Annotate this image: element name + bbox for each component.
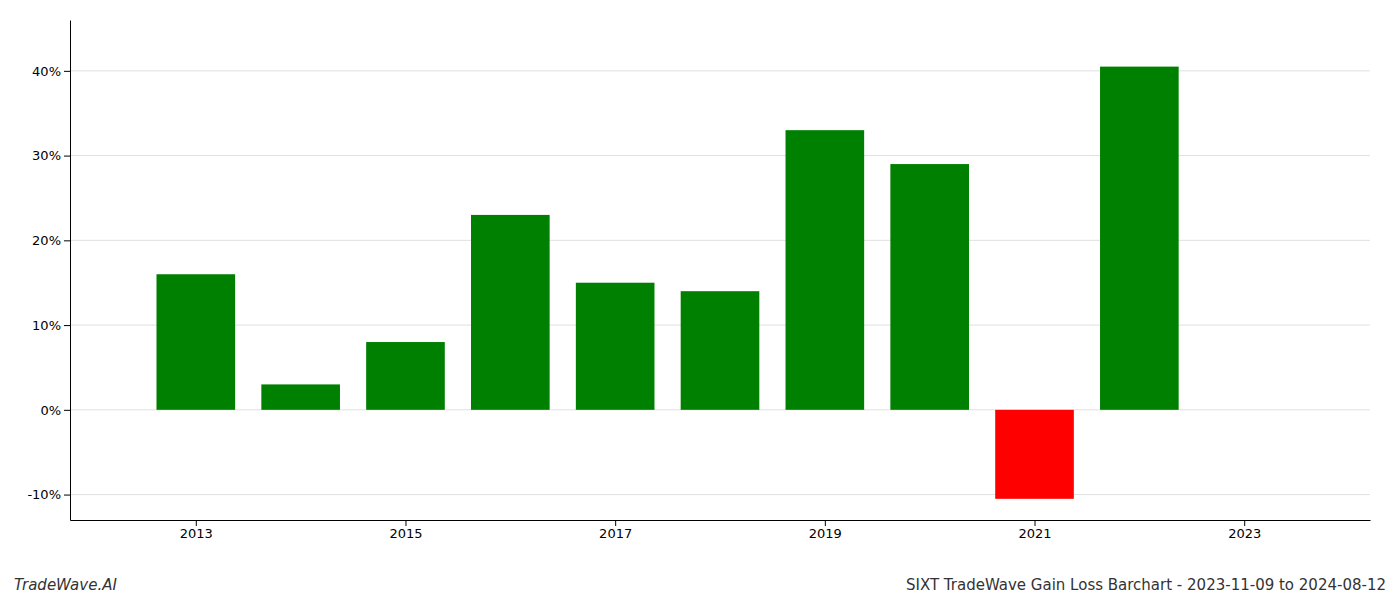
x-tick: 2013	[180, 520, 213, 541]
bar	[576, 283, 655, 410]
y-tick-mark	[64, 410, 70, 411]
y-tick-mark	[64, 495, 70, 496]
x-tick-label: 2015	[389, 526, 422, 541]
bar	[471, 215, 550, 410]
x-tick-mark	[405, 520, 406, 526]
y-tick-mark	[64, 240, 70, 241]
bar	[995, 410, 1074, 499]
bar	[156, 274, 235, 410]
y-tick: 0%	[40, 402, 70, 417]
title: SIXT TradeWave Gain Loss Barchart - 2023…	[906, 576, 1386, 594]
chart: -10%0%10%20%30%40%2013201520172019202120…	[0, 0, 1400, 600]
bar	[681, 291, 760, 410]
grid-line	[70, 494, 1370, 495]
y-tick-mark	[64, 71, 70, 72]
y-tick-label: -10%	[27, 487, 61, 502]
y-axis: -10% 0% 10% 20% 30% 40%	[27, 21, 70, 521]
x-tick-mark	[615, 520, 616, 526]
x-tick-mark	[1244, 520, 1245, 526]
y-tick-label: 40%	[32, 64, 61, 79]
y-tick: 20%	[32, 233, 70, 248]
x-tick: 2017	[599, 520, 632, 541]
x-tick: 2015	[389, 520, 422, 541]
y-tick: -10%	[27, 487, 70, 502]
bar	[786, 130, 865, 410]
plot: -10%0%10%20%30%40%2013201520172019202120…	[27, 21, 1370, 542]
x-tick-label: 2019	[809, 526, 842, 541]
x-tick: 2023	[1228, 520, 1261, 541]
x-axis: 2013 2015 2017 2019 2021 2023	[71, 520, 1371, 541]
y-tick: 40%	[32, 64, 70, 79]
y-tick-label: 10%	[32, 318, 61, 333]
bar	[366, 342, 445, 410]
x-tick-mark	[196, 520, 197, 526]
bars	[156, 67, 1178, 499]
y-tick-mark	[64, 156, 70, 157]
x-tick-label: 2013	[180, 526, 213, 541]
x-tick-label: 2021	[1018, 526, 1051, 541]
y-tick-mark	[64, 325, 70, 326]
y-axis-line	[70, 21, 71, 521]
x-tick-mark	[1035, 520, 1036, 526]
bar	[1100, 67, 1179, 410]
watermark: TradeWave.AI	[14, 576, 117, 594]
x-axis-line	[71, 520, 1371, 521]
y-tick-label: 20%	[32, 233, 61, 248]
x-tick-label: 2017	[599, 526, 632, 541]
x-tick: 2019	[809, 520, 842, 541]
x-tick-label: 2023	[1228, 526, 1261, 541]
x-tick-mark	[825, 520, 826, 526]
y-tick: 10%	[32, 318, 70, 333]
bar	[890, 164, 969, 410]
x-tick: 2021	[1018, 520, 1051, 541]
y-tick: 30%	[32, 148, 70, 163]
y-tick-label: 0%	[40, 402, 61, 417]
y-tick-label: 30%	[32, 148, 61, 163]
bar	[261, 384, 340, 409]
